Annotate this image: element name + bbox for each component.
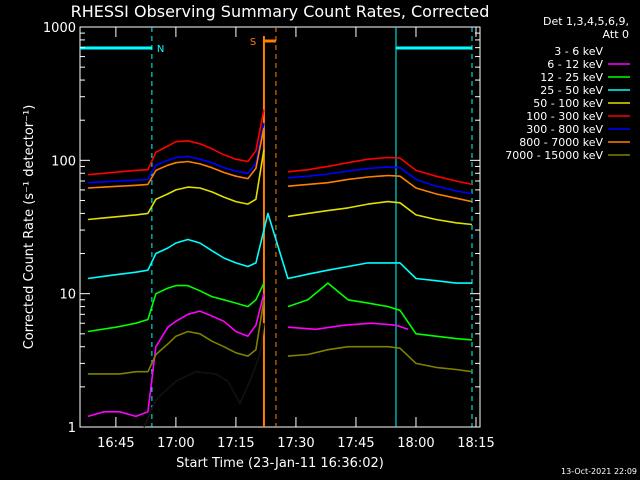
- y-axis-label: Corrected Count Rate (s⁻¹ detector⁻¹): [22, 105, 37, 350]
- night-label: N: [157, 44, 164, 55]
- x-tick-label-6: 18:00: [397, 436, 434, 451]
- series-line-4-part-1: [87, 212, 472, 284]
- series-line-2-part-2: [287, 322, 409, 331]
- legend-entry-2: 6 - 12 keV: [547, 58, 603, 71]
- x-tick-label-7: 18:15: [457, 436, 494, 451]
- series-line-7-part-2: [287, 166, 473, 195]
- series-line-5-part-2: [287, 200, 473, 226]
- chart-title: RHESSI Observing Summary Count Rates, Co…: [71, 2, 490, 21]
- x-tick-label-2: 17:00: [157, 436, 194, 451]
- x-tick-label-3: 17:15: [217, 436, 254, 451]
- legend-entry-3: 12 - 25 keV: [540, 71, 603, 84]
- y-tick-label-2: 10: [59, 288, 76, 303]
- x-tick-label-4: 17:30: [277, 436, 314, 451]
- legend-header-line-1: Det 1,3,4,5,6,9,: [543, 15, 629, 28]
- ticks-layer: 16:45 17:00 17:15 17:30 17:45 18:00 18:15 1 10 10…: [43, 21, 495, 451]
- series-line-7-part-1: [87, 123, 265, 184]
- series-line-2-part-1: [87, 293, 265, 418]
- y-tick-label-3: 100: [51, 154, 76, 169]
- series-line-6-part-1: [87, 109, 265, 176]
- legend-entry-6: 100 - 300 keV: [526, 110, 603, 123]
- legend-entry-5: 50 - 100 keV: [533, 97, 603, 110]
- series-line-9-part-2: [287, 345, 473, 373]
- y-tick-label-1: 1: [68, 421, 76, 436]
- y-tick-label-4: 1000: [43, 21, 76, 36]
- legend-entry-9: 7000 - 15000 keV: [505, 149, 603, 162]
- x-tick-label-5: 17:45: [337, 436, 374, 451]
- x-axis-label: Start Time (23-Jan-11 16:36:02): [176, 456, 384, 471]
- generation-timestamp: 13-Oct-2021 22:09: [561, 467, 637, 476]
- plot-frame: [79, 26, 481, 428]
- series-layer: [87, 109, 473, 428]
- series-line-9-part-1: [87, 299, 265, 375]
- legend-entry-7: 300 - 800 keV: [526, 123, 603, 136]
- series-line-5-part-1: [87, 149, 265, 221]
- legend-entry-4: 25 - 50 keV: [540, 84, 603, 97]
- series-line-1-part-1: [143, 323, 265, 428]
- legend-entry-8: 800 - 7000 keV: [519, 136, 603, 149]
- legend-header-line-2: Att 0: [603, 28, 629, 41]
- legend-entry-1: 3 - 6 keV: [554, 45, 603, 58]
- plot-area: NS 16:45 17:00 17:15 17:30 17:45 18:00 18:1511…: [43, 21, 495, 451]
- series-line-3-part-2: [287, 282, 473, 341]
- series-line-3-part-1: [87, 282, 265, 333]
- x-tick-label-1: 16:45: [97, 436, 134, 451]
- series-line-8-part-2: [287, 174, 473, 203]
- saa-label: S: [250, 37, 256, 48]
- series-line-6-part-2: [287, 156, 473, 186]
- series-line-8-part-1: [87, 127, 265, 189]
